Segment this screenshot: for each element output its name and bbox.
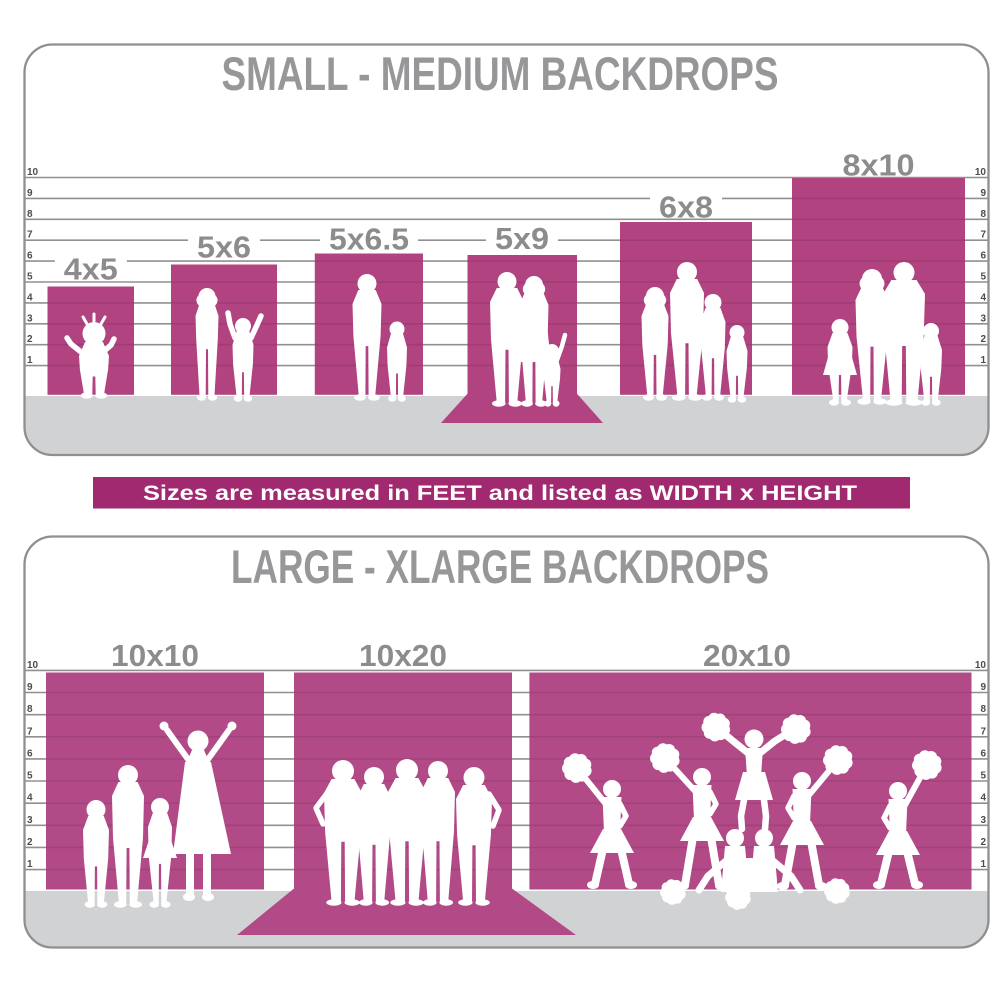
svg-text:2: 2 <box>980 837 986 848</box>
svg-text:9: 9 <box>980 682 986 693</box>
svg-text:1: 1 <box>27 355 33 366</box>
svg-text:5: 5 <box>27 771 33 782</box>
svg-text:8: 8 <box>980 209 986 220</box>
svg-text:7: 7 <box>27 726 33 737</box>
svg-text:7: 7 <box>980 726 986 737</box>
svg-text:20x10: 20x10 <box>703 638 791 673</box>
svg-text:6: 6 <box>980 748 986 759</box>
svg-text:4: 4 <box>27 793 33 804</box>
svg-text:2: 2 <box>27 837 33 848</box>
svg-text:10x10: 10x10 <box>111 638 199 673</box>
svg-text:8: 8 <box>27 704 33 715</box>
svg-text:10: 10 <box>27 167 39 178</box>
svg-text:10: 10 <box>975 167 987 178</box>
svg-text:5x9: 5x9 <box>495 221 549 256</box>
svg-text:10: 10 <box>27 660 39 671</box>
svg-text:6: 6 <box>27 748 33 759</box>
svg-text:3: 3 <box>27 815 33 826</box>
svg-text:5: 5 <box>980 272 986 283</box>
svg-text:3: 3 <box>27 313 33 324</box>
svg-text:8: 8 <box>27 209 33 220</box>
svg-text:4x5: 4x5 <box>64 252 118 287</box>
svg-text:5: 5 <box>980 771 986 782</box>
svg-text:9: 9 <box>980 188 986 199</box>
svg-text:5x6: 5x6 <box>197 230 251 265</box>
svg-text:4: 4 <box>980 793 986 804</box>
svg-text:7: 7 <box>27 230 33 241</box>
svg-text:4: 4 <box>980 292 986 303</box>
svg-text:2: 2 <box>980 334 986 345</box>
svg-text:Sizes are measured in FEET and: Sizes are measured in FEET and listed as… <box>143 482 857 505</box>
svg-text:10: 10 <box>975 660 987 671</box>
svg-text:3: 3 <box>980 815 986 826</box>
svg-text:10x20: 10x20 <box>359 638 447 673</box>
svg-text:1: 1 <box>980 355 986 366</box>
svg-text:1: 1 <box>980 859 986 870</box>
svg-text:3: 3 <box>980 313 986 324</box>
svg-text:8: 8 <box>980 704 986 715</box>
svg-text:5: 5 <box>27 272 33 283</box>
svg-text:SMALL - MEDIUM BACKDROPS: SMALL - MEDIUM BACKDROPS <box>222 47 779 100</box>
svg-text:6: 6 <box>27 251 33 262</box>
svg-text:6: 6 <box>980 251 986 262</box>
svg-text:9: 9 <box>27 188 33 199</box>
svg-text:4: 4 <box>27 292 33 303</box>
svg-text:8x10: 8x10 <box>843 148 915 183</box>
svg-text:6x8: 6x8 <box>659 190 713 225</box>
svg-text:7: 7 <box>980 230 986 241</box>
svg-text:1: 1 <box>27 859 33 870</box>
svg-text:9: 9 <box>27 682 33 693</box>
svg-text:2: 2 <box>27 334 33 345</box>
svg-text:LARGE - XLARGE BACKDROPS: LARGE - XLARGE BACKDROPS <box>231 540 769 593</box>
svg-text:5x6.5: 5x6.5 <box>329 222 409 257</box>
